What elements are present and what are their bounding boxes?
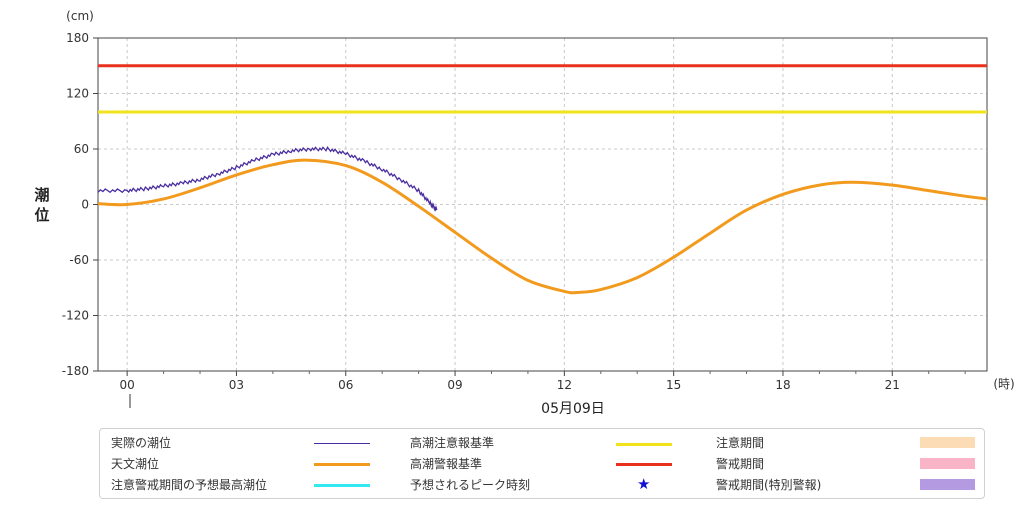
grid-lines bbox=[98, 38, 987, 371]
legend-swatch-actual bbox=[314, 443, 370, 444]
threshold-lines bbox=[98, 64, 987, 114]
x-tick-label: 06 bbox=[338, 378, 353, 392]
y-tick-label: 120 bbox=[66, 87, 89, 101]
tide-chart: 180 120 60 0 -60 -120 -180 00 03 06 09 12 15 18 21 (c… bbox=[34, 9, 1014, 417]
x-tick-labels: 00 03 06 09 12 15 18 21 bbox=[120, 371, 966, 392]
legend-swatch-warning-level bbox=[616, 463, 672, 466]
y-tick-label: -180 bbox=[62, 364, 89, 378]
legend-label-predicted-max: 注意警戒期間の予想最高潮位 bbox=[111, 478, 268, 492]
legend: 実際の潮位 天文潮位 注意警戒期間の予想最高潮位 高潮注意報基準 高潮警報基準 … bbox=[99, 428, 985, 499]
y-tick-label: 180 bbox=[66, 31, 89, 45]
legend-label-warning-period: 警戒期間 bbox=[716, 457, 765, 471]
legend-swatch-warning-period bbox=[920, 458, 975, 469]
legend-label-astronomical: 天文潮位 bbox=[111, 457, 160, 471]
x-tick-label: 09 bbox=[447, 378, 462, 392]
legend-label-peak-time: 予想されるピーク時刻 bbox=[410, 478, 531, 492]
series-line-astronomical-tide bbox=[97, 158, 988, 295]
y-tick-label: -120 bbox=[62, 309, 89, 323]
y-tick-label: -60 bbox=[69, 253, 89, 267]
x-tick-label: 21 bbox=[885, 378, 900, 392]
star-icon: ★ bbox=[637, 475, 651, 493]
legend-label-advisory-period: 注意期間 bbox=[716, 436, 765, 450]
legend-label-special-warning-period: 警戒期間(特別警報) bbox=[716, 478, 822, 492]
y-tick-label: 60 bbox=[74, 142, 89, 156]
legend-swatch-advisory-period bbox=[920, 437, 975, 448]
series-lines bbox=[97, 146, 988, 295]
legend-label-warning-level: 高潮警報基準 bbox=[410, 457, 483, 471]
x-tick-label: 03 bbox=[229, 378, 244, 392]
legend-swatch-astronomical bbox=[314, 463, 370, 466]
legend-swatch-special-warning-period bbox=[920, 479, 975, 490]
x-tick-label: 12 bbox=[557, 378, 572, 392]
series-line-observed-tide bbox=[97, 146, 438, 212]
y-axis-label-char: 潮 bbox=[34, 186, 49, 204]
y-axis-label-char: 位 bbox=[34, 206, 49, 224]
y-unit-label: (cm) bbox=[66, 9, 94, 23]
x-unit-label: (時) bbox=[993, 377, 1014, 391]
y-tick-labels: 180 120 60 0 -60 -120 -180 bbox=[62, 31, 98, 378]
y-axis-label: 潮位 bbox=[34, 186, 49, 224]
legend-swatch-predicted-max bbox=[314, 484, 370, 487]
y-tick-label: 0 bbox=[81, 198, 89, 212]
legend-label-actual: 実際の潮位 bbox=[111, 436, 172, 450]
legend-swatch-advisory-level bbox=[616, 443, 672, 446]
legend-label-advisory-level: 高潮注意報基準 bbox=[410, 436, 495, 450]
x-tick-label: 15 bbox=[666, 378, 681, 392]
x-tick-label: 18 bbox=[775, 378, 790, 392]
x-tick-label: 00 bbox=[120, 378, 135, 392]
date-label: 05月09日 bbox=[541, 401, 605, 417]
